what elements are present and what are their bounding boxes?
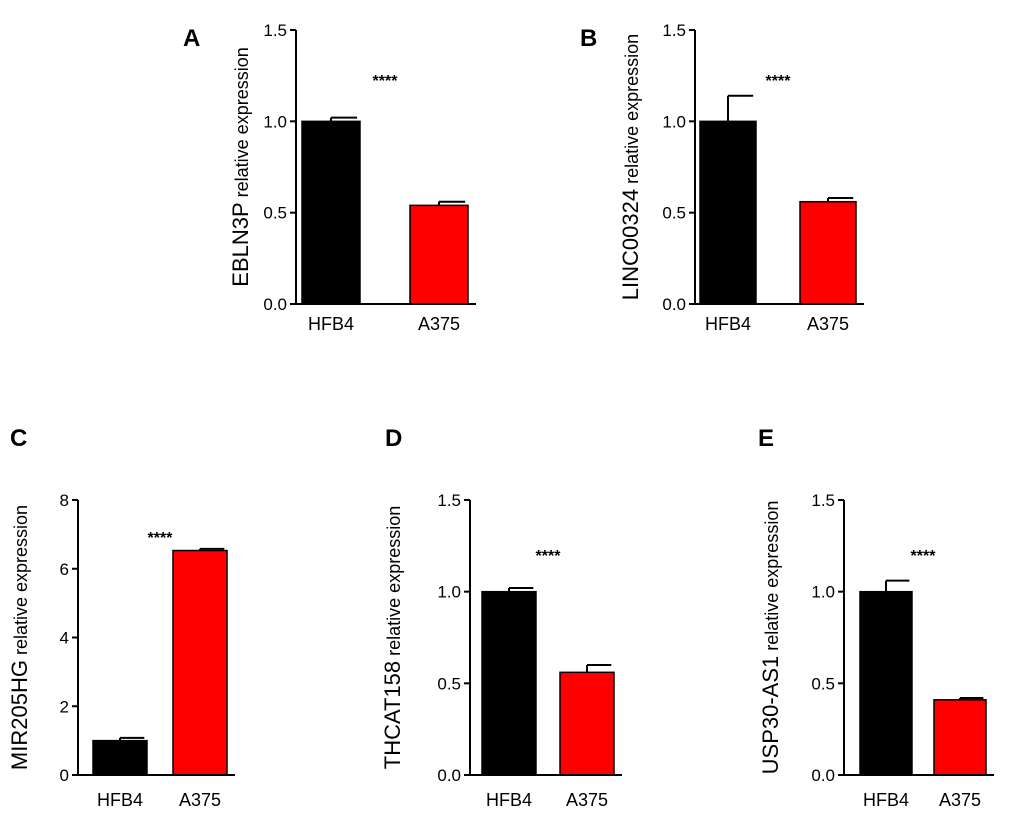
x-tick-label: A375 bbox=[939, 790, 981, 810]
y-tick-label: 1.0 bbox=[263, 112, 287, 131]
y-axis-label-gene: THCAT158 bbox=[380, 661, 405, 769]
y-tick-label: 0.5 bbox=[263, 204, 287, 223]
panel-letter: A bbox=[183, 25, 200, 52]
y-tick-label: 1.0 bbox=[811, 583, 835, 602]
panel-letter: C bbox=[10, 425, 27, 452]
x-tick-label: A375 bbox=[807, 314, 849, 334]
panel-a: A HFB4 A375 0.0 0.5 1.0 1.5 **** EBLN3P relative … bbox=[183, 21, 476, 334]
y-axis-label-rest: relative expression bbox=[384, 506, 404, 656]
bar-hfb4 bbox=[301, 120, 361, 305]
y-tick-label: 0.0 bbox=[811, 766, 835, 785]
bar-hfb4 bbox=[699, 120, 757, 305]
y-axis-label-rest: relative expression bbox=[11, 505, 31, 655]
panel-d: D HFB4 A375 0.0 0.5 1.0 1.5 **** THCAT158 relativ… bbox=[380, 425, 622, 810]
y-tick-label: 0.0 bbox=[662, 295, 686, 314]
y-tick-label: 1.0 bbox=[437, 583, 461, 602]
y-tick-label: 0.0 bbox=[263, 295, 287, 314]
significance-marker: **** bbox=[911, 548, 937, 565]
x-tick-label: HFB4 bbox=[97, 790, 143, 810]
y-tick-label: 1.5 bbox=[662, 21, 686, 40]
y-axis-label: LINC00324 relative expression bbox=[618, 34, 643, 300]
y-axis-label-gene: LINC00324 bbox=[618, 189, 643, 300]
y-tick-label: 1.5 bbox=[263, 21, 287, 40]
bar-a375 bbox=[933, 699, 987, 776]
x-tick-label: A375 bbox=[418, 314, 460, 334]
panel-letter: E bbox=[758, 425, 774, 452]
y-axis-label-gene: MIR205HG bbox=[7, 660, 32, 770]
y-axis-label-gene: EBLN3P bbox=[228, 202, 253, 286]
x-tick-label: HFB4 bbox=[486, 790, 532, 810]
panel-b: B HFB4 A375 0.0 0.5 1.0 1.5 **** LINC00324 relati… bbox=[580, 21, 864, 334]
bar-a375 bbox=[799, 200, 857, 305]
y-axis-label-rest: relative expression bbox=[232, 47, 252, 197]
y-tick-label: 0 bbox=[60, 766, 69, 785]
y-tick-label: 6 bbox=[60, 560, 69, 579]
significance-marker: **** bbox=[148, 530, 174, 547]
y-tick-label: 1.5 bbox=[811, 491, 835, 510]
y-tick-label: 2 bbox=[60, 697, 69, 716]
bar-a375 bbox=[172, 549, 228, 776]
panel-c: C HFB4 A375 0 2 4 6 8 **** MIR205HG relative expre… bbox=[7, 425, 235, 810]
significance-marker: **** bbox=[766, 73, 792, 90]
y-axis-label: THCAT158 relative expression bbox=[380, 506, 405, 769]
x-tick-label: HFB4 bbox=[863, 790, 909, 810]
y-axis-label-rest: relative expression bbox=[622, 34, 642, 184]
y-axis-label: MIR205HG relative expression bbox=[7, 505, 32, 770]
x-tick-label: A375 bbox=[566, 790, 608, 810]
y-tick-label: 1.0 bbox=[662, 112, 686, 131]
significance-marker: **** bbox=[536, 548, 562, 565]
y-axis-label: USP30-AS1 relative expression bbox=[758, 501, 783, 775]
bar-a375 bbox=[559, 671, 615, 776]
y-axis-label-gene: USP30-AS1 bbox=[758, 656, 783, 775]
significance-marker: **** bbox=[373, 73, 399, 90]
panel-letter: D bbox=[385, 425, 402, 452]
bar-hfb4 bbox=[481, 590, 537, 776]
panel-letter: B bbox=[580, 25, 597, 52]
y-tick-label: 0.5 bbox=[811, 674, 835, 693]
y-tick-label: 0.0 bbox=[437, 766, 461, 785]
y-tick-label: 1.5 bbox=[437, 491, 461, 510]
bar-hfb4 bbox=[92, 739, 148, 776]
y-axis-label: EBLN3P relative expression bbox=[228, 47, 253, 286]
y-tick-label: 8 bbox=[60, 491, 69, 510]
panel-e: E HFB4 A375 0.0 0.5 1.0 1.5 **** USP30-AS1 relati… bbox=[758, 425, 994, 810]
y-tick-label: 0.5 bbox=[662, 204, 686, 223]
x-tick-label: A375 bbox=[179, 790, 221, 810]
y-axis-label-rest: relative expression bbox=[762, 501, 782, 651]
bar-a375 bbox=[409, 204, 469, 305]
x-tick-label: HFB4 bbox=[308, 314, 354, 334]
x-tick-label: HFB4 bbox=[705, 314, 751, 334]
y-tick-label: 4 bbox=[60, 629, 69, 648]
y-tick-label: 0.5 bbox=[437, 674, 461, 693]
bar-hfb4 bbox=[859, 590, 913, 776]
